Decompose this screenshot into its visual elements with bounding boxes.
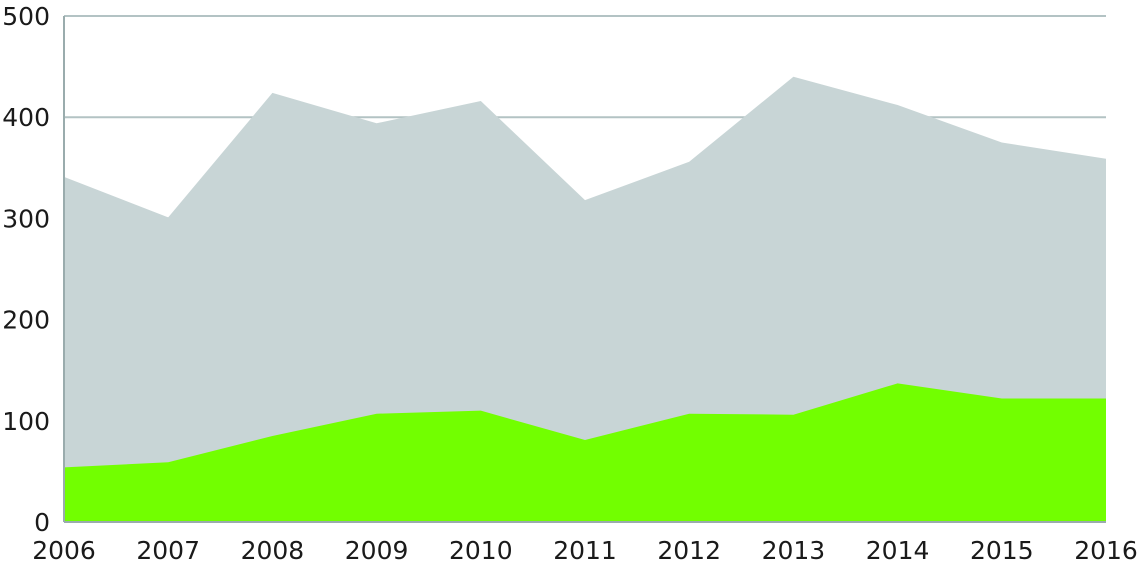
y-tick-label: 500	[2, 2, 50, 31]
y-axis-labels: 0 100 200 300 400 500	[2, 2, 50, 537]
x-tick-label: 2014	[866, 536, 930, 564]
x-tick-label: 2007	[136, 536, 200, 564]
y-tick-label: 0	[34, 508, 50, 537]
x-tick-label: 2013	[762, 536, 826, 564]
x-tick-label: 2012	[657, 536, 721, 564]
y-tick-label: 400	[2, 103, 50, 132]
x-tick-label: 2010	[449, 536, 513, 564]
chart-areas	[64, 76, 1106, 522]
x-tick-label: 2009	[345, 536, 409, 564]
x-tick-label: 2006	[32, 536, 96, 564]
x-tick-label: 2008	[241, 536, 305, 564]
y-tick-label: 300	[2, 204, 50, 233]
x-tick-label: 2015	[970, 536, 1034, 564]
area-series-1	[64, 383, 1106, 522]
x-tick-label: 2011	[553, 536, 617, 564]
x-tick-label: 2016	[1074, 536, 1138, 564]
x-axis-labels: 2006 2007 2008 2009 2010 2011 2012 2013 2014 2015…	[32, 536, 1138, 564]
y-tick-label: 100	[2, 407, 50, 436]
y-tick-label: 200	[2, 306, 50, 335]
